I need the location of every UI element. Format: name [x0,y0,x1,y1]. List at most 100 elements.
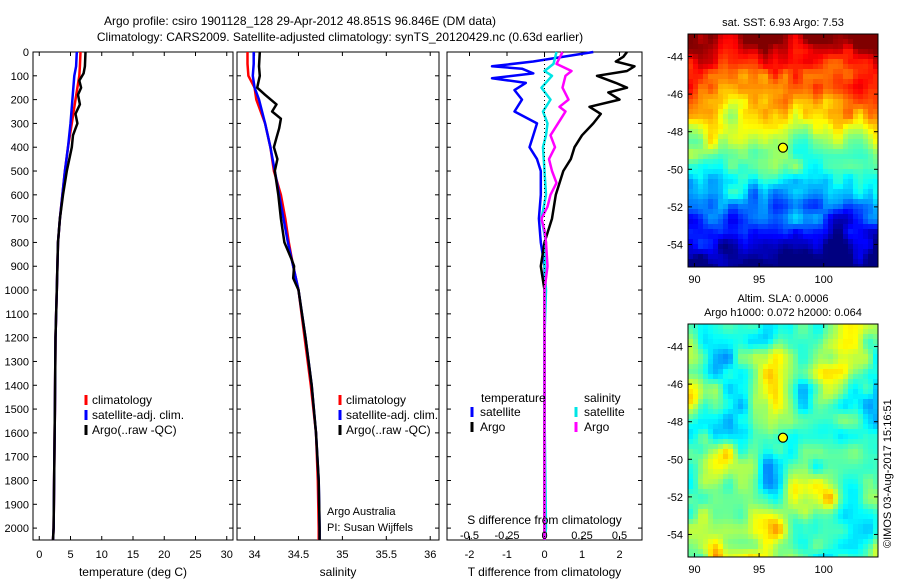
map-cell [703,514,709,520]
map-cell [758,449,764,455]
map-cell [708,359,714,365]
map-cell [768,459,774,465]
map-cell [703,109,709,115]
map-cell [713,69,719,75]
map-cell [828,409,834,415]
map-cell [698,94,704,100]
map-ytick-label: -50 [667,454,683,466]
map-cell [803,549,809,555]
map-cell [823,439,829,445]
map-cell [813,149,819,155]
map-cell [723,134,729,140]
map-cell [723,69,729,75]
map-cell [858,544,864,550]
map-cell [743,404,749,410]
map-cell [783,499,789,505]
map-cell [708,34,714,40]
map-cell [838,234,844,240]
map-cell [858,369,864,375]
map-cell [803,144,809,150]
map-cell [803,399,809,405]
map-cell [748,404,754,410]
map-cell [698,34,704,40]
map-cell [838,129,844,135]
map-cell [823,114,829,120]
map-cell [728,179,734,185]
map-cell [848,129,854,135]
map-cell [813,189,819,195]
map-cell [723,39,729,45]
map-cell [808,34,814,40]
map-cell [748,424,754,430]
map-cell [873,109,879,115]
map-cell [793,454,799,460]
map-cell [763,329,769,335]
map-cell [813,384,819,390]
map-cell [838,484,844,490]
map-cell [863,124,869,130]
map-cell [848,374,854,380]
map-cell [698,169,704,175]
map-cell [693,369,699,375]
map-cell [718,209,724,215]
map-cell [873,489,879,495]
map-cell [788,89,794,95]
map-cell [823,74,829,80]
map-cell [768,104,774,110]
map-cell [728,414,734,420]
map-cell [783,359,789,365]
map-cell [738,524,744,530]
map-cell [863,199,869,205]
map-cell [743,489,749,495]
top-axis-label: S difference from climatology [467,513,622,527]
map-cell [763,469,769,475]
ytick-label: 1300 [5,356,29,368]
map-cell [713,54,719,60]
map-cell [753,214,759,220]
map-cell [763,339,769,345]
map-cell [698,99,704,105]
map-cell [738,184,744,190]
map-cell [798,194,804,200]
map-cell [773,79,779,85]
map-cell [753,549,759,555]
map-cell [808,389,814,395]
map-cell [753,124,759,130]
map-cell [833,359,839,365]
map-cell [868,224,874,230]
map-cell [688,429,694,435]
map-cell [693,509,699,515]
map-cell [793,59,799,65]
map-cell [708,354,714,360]
map-cell [753,229,759,235]
map-cell [773,524,779,530]
map-cell [693,544,699,550]
map-cell [768,484,774,490]
map-cell [863,459,869,465]
map-cell [828,34,834,40]
map-cell [748,159,754,165]
map-cell [763,514,769,520]
map-cell [873,239,879,245]
map-cell [868,69,874,75]
map-cell [768,474,774,480]
map-cell [763,239,769,245]
map-cell [873,449,879,455]
map-cell [793,124,799,130]
map-cell [838,169,844,175]
map-cell [848,389,854,395]
map-cell [843,544,849,550]
map-cell [733,129,739,135]
map-cell [728,74,734,80]
map-cell [818,64,824,70]
map-cell [778,254,784,260]
map-cell [723,154,729,160]
map-cell [833,134,839,140]
map-cell [873,504,879,510]
map-cell [858,549,864,555]
map-cell [853,114,859,120]
map-cell [743,219,749,225]
map-cell [828,444,834,450]
map-cell [823,99,829,105]
series-line-argo-raw-qc [255,51,321,540]
